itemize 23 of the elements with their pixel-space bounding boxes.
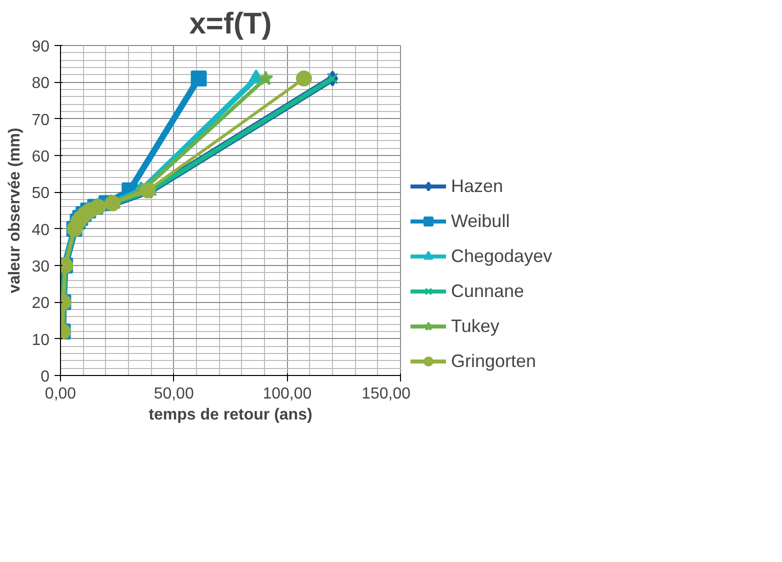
y-tick-label: 30 (32, 258, 50, 276)
y-tick-label: 0 (40, 368, 50, 386)
y-tick-label: 50 (32, 185, 50, 202)
legend-label: Tukey (451, 316, 500, 336)
y-axis-title: valeur observée (mm) (6, 128, 24, 294)
legend-label: Gringorten (451, 350, 536, 372)
legend-label: Chegodayev (451, 246, 552, 266)
y-tick-label: 20 (32, 295, 50, 312)
x-tick-label: 0,00 (44, 386, 76, 402)
legend-label: Hazen (451, 176, 504, 196)
chart-title: x=f(T) (189, 8, 272, 40)
y-tick-label: 80 (32, 75, 50, 92)
x-tick-label: 150,00 (362, 386, 411, 402)
y-tick-label: 90 (32, 38, 50, 56)
y-tick-label: 70 (32, 112, 50, 129)
y-tick-label: 10 (32, 332, 50, 349)
y-tick-label: 60 (32, 148, 50, 166)
x-tick-label: 50,00 (154, 386, 194, 402)
legend-label: Weibull (451, 210, 510, 232)
x-tick-label: 100,00 (262, 386, 312, 402)
legend-label: Cunnane (451, 280, 524, 302)
x-axis-title: temps de retour (ans) (148, 406, 312, 424)
y-tick-label: 40 (32, 222, 50, 239)
